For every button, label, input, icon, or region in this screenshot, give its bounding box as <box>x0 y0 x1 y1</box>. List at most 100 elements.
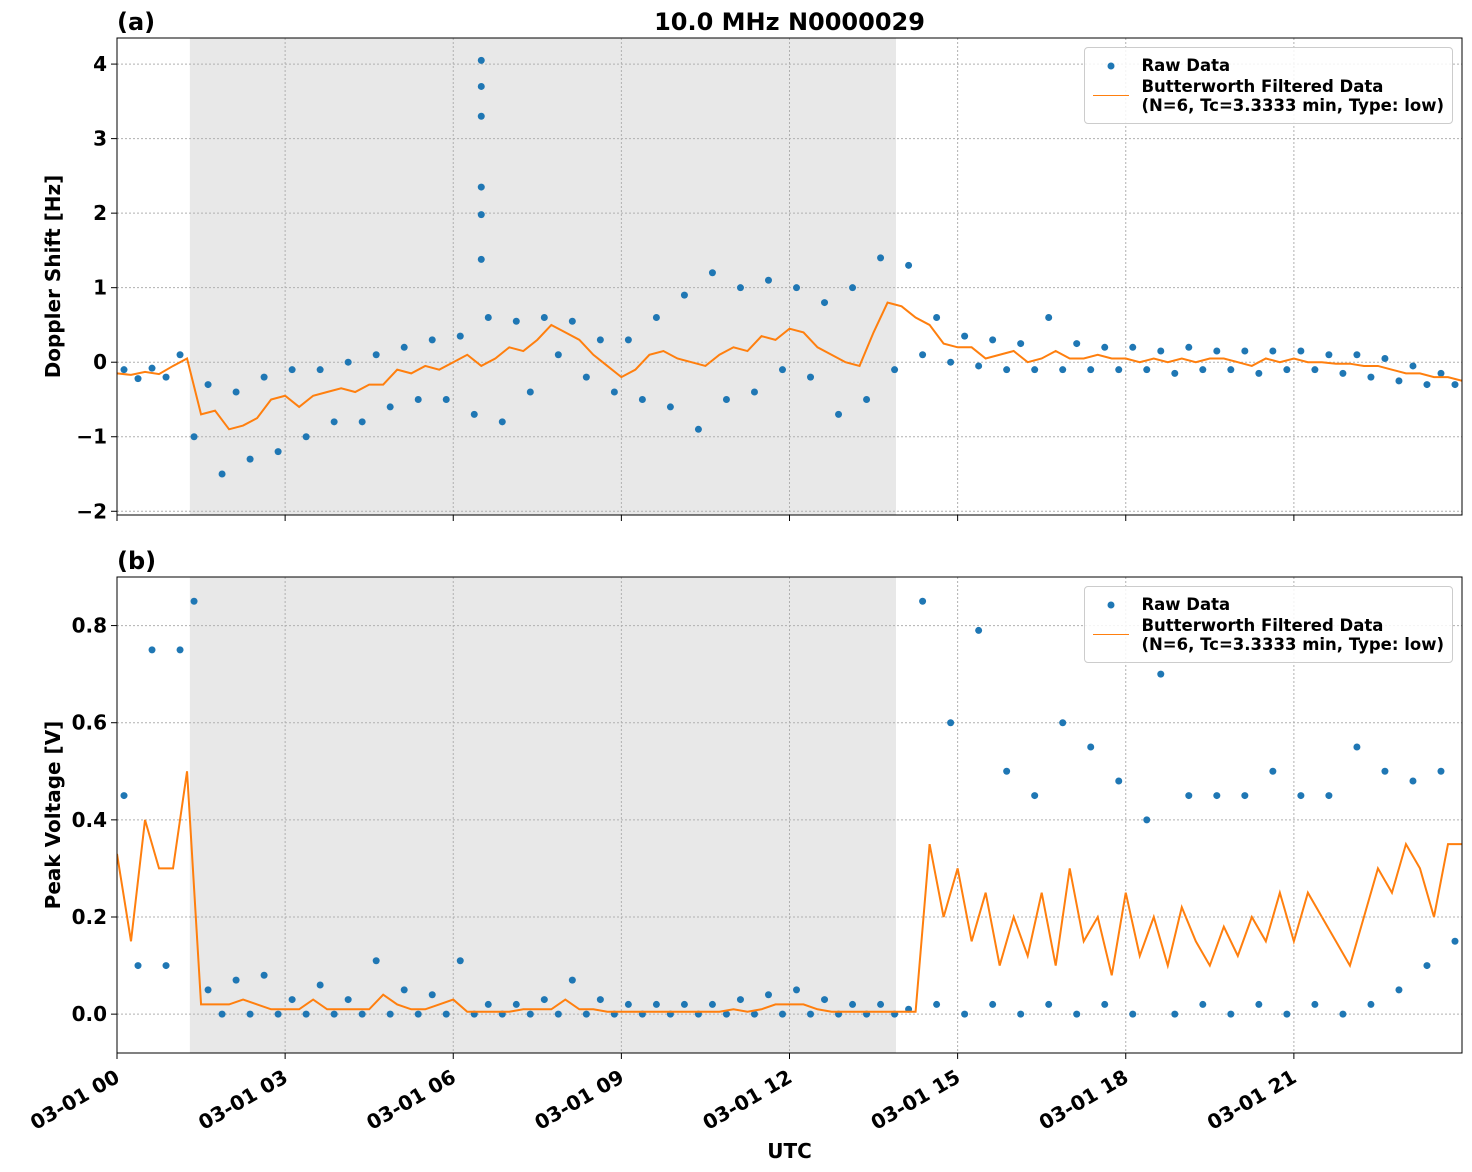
x-tick-label: 03-01 21 <box>1203 1065 1301 1135</box>
raw-point <box>1199 366 1207 374</box>
raw-point <box>1423 381 1431 389</box>
raw-point <box>120 792 128 800</box>
raw-point <box>736 996 744 1004</box>
raw-point <box>386 1010 394 1018</box>
legend-label: Butterworth Filtered Data (N=6, Tc=3.333… <box>1141 77 1444 115</box>
raw-point <box>477 112 485 120</box>
raw-point <box>470 410 478 418</box>
raw-point <box>1325 351 1333 359</box>
raw-point <box>1241 792 1249 800</box>
raw-point <box>316 981 324 989</box>
raw-point <box>975 626 983 634</box>
raw-point <box>736 284 744 292</box>
raw-point <box>1045 1000 1053 1008</box>
raw-point <box>204 986 212 994</box>
raw-point <box>652 313 660 321</box>
legend-label: Raw Data <box>1141 56 1231 75</box>
raw-point <box>477 56 485 64</box>
x-tick-label: 03-01 06 <box>362 1065 460 1135</box>
raw-point <box>386 403 394 411</box>
raw-point <box>835 410 843 418</box>
raw-point <box>1157 670 1165 678</box>
raw-point <box>1059 366 1067 374</box>
raw-point <box>274 448 282 456</box>
raw-point <box>302 433 310 441</box>
raw-point <box>708 269 716 277</box>
raw-point <box>778 366 786 374</box>
y-axis-label: Peak Voltage [V] <box>41 721 65 910</box>
raw-point <box>134 375 142 383</box>
raw-point <box>807 1010 815 1018</box>
raw-point <box>947 358 955 366</box>
raw-point <box>414 1010 422 1018</box>
raw-point <box>260 971 268 979</box>
axes-frame <box>116 576 1463 1054</box>
raw-point <box>477 183 485 191</box>
raw-point <box>1087 743 1095 751</box>
y-tick-label: 4 <box>93 52 107 76</box>
raw-point <box>877 1000 885 1008</box>
y-axis-label: Doppler Shift [Hz] <box>41 175 65 379</box>
raw-point <box>162 373 170 381</box>
panel-label: (b) <box>117 547 156 575</box>
raw-point <box>526 1010 534 1018</box>
filtered-line <box>117 771 1462 1013</box>
raw-point <box>330 418 338 426</box>
raw-point <box>330 1010 338 1018</box>
raw-point <box>1437 767 1445 775</box>
raw-point <box>176 646 184 654</box>
legend-swatch <box>1093 95 1130 96</box>
raw-point <box>1423 962 1431 970</box>
raw-point <box>1101 1000 1109 1008</box>
x-tick-label: 03-01 09 <box>530 1065 628 1135</box>
raw-point <box>821 996 829 1004</box>
raw-point <box>1381 354 1389 362</box>
raw-point <box>1451 381 1459 389</box>
legend-label: Raw Data <box>1141 595 1231 614</box>
legend: Raw Data Butterworth Filtered Data (N=6, … <box>1084 586 1453 663</box>
raw-point <box>1269 347 1277 355</box>
shaded-span <box>189 38 896 515</box>
legend-swatch <box>1093 634 1130 635</box>
raw-point <box>793 986 801 994</box>
raw-point <box>1171 1010 1179 1018</box>
raw-point <box>1269 767 1277 775</box>
raw-point <box>596 996 604 1004</box>
raw-point <box>708 1000 716 1008</box>
raw-point <box>863 395 871 403</box>
y-tick-label: −2 <box>76 499 107 523</box>
raw-point <box>428 336 436 344</box>
raw-point <box>540 996 548 1004</box>
raw-point <box>1073 1010 1081 1018</box>
raw-point <box>849 284 857 292</box>
raw-point <box>442 1010 450 1018</box>
x-axis-label: UTC <box>767 1139 812 1163</box>
raw-point <box>1381 767 1389 775</box>
raw-point <box>358 418 366 426</box>
raw-point <box>1311 1000 1319 1008</box>
raw-point <box>456 957 464 965</box>
raw-point <box>232 976 240 984</box>
raw-point <box>428 991 436 999</box>
y-tick-label: 3 <box>93 127 107 151</box>
raw-point <box>484 313 492 321</box>
x-tick-label: 03-01 15 <box>867 1065 965 1135</box>
raw-point <box>1073 340 1081 348</box>
raw-point <box>891 366 899 374</box>
legend-marker <box>1107 62 1115 70</box>
raw-point <box>120 366 128 374</box>
raw-point <box>905 261 913 269</box>
y-tick-label: 0.6 <box>72 711 107 735</box>
plot-area <box>117 597 1462 1018</box>
panel-label: (a) <box>117 8 155 36</box>
raw-point <box>1297 792 1305 800</box>
raw-point <box>1339 1010 1347 1018</box>
y-tick-label: 0.4 <box>72 808 107 832</box>
raw-point <box>554 351 562 359</box>
raw-point <box>372 957 380 965</box>
raw-point <box>477 255 485 263</box>
raw-point <box>1283 366 1291 374</box>
raw-point <box>246 455 254 463</box>
